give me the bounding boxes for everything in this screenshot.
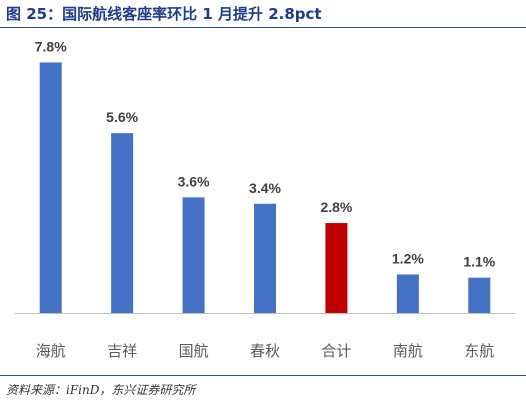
data-labels: 7.8% 5.6% 3.6% 3.4% 2.8% 1.2% 1.1% <box>35 38 496 269</box>
category-label-7: 东航 <box>464 342 494 360</box>
bar-7 <box>468 277 491 313</box>
bar-series <box>39 62 491 313</box>
data-label-6: 1.2% <box>392 250 424 266</box>
bar-3 <box>182 197 205 313</box>
data-label-2: 5.6% <box>106 109 138 125</box>
category-label-2: 吉祥 <box>107 342 137 360</box>
title-rule <box>0 27 526 28</box>
figure-title: 图 25：国际航线客座率环比 1 月提升 2.8pct <box>6 5 322 23</box>
category-label-5: 合计 <box>321 342 351 360</box>
category-labels: 海航 吉祥 国航 春秋 合计 南航 东航 <box>36 342 495 360</box>
bar-5 <box>325 223 348 313</box>
data-label-1: 7.8% <box>35 38 67 54</box>
bar-4 <box>254 203 276 313</box>
category-label-4: 春秋 <box>250 342 280 360</box>
data-label-4: 3.4% <box>249 180 281 196</box>
category-label-1: 海航 <box>36 342 66 360</box>
data-label-3: 3.6% <box>178 173 210 189</box>
source-rule <box>0 375 526 376</box>
bar-2 <box>111 133 134 313</box>
data-label-7: 1.1% <box>463 254 495 270</box>
category-label-6: 南航 <box>393 342 423 360</box>
bar-6 <box>396 274 419 313</box>
bar-1 <box>39 62 62 313</box>
category-label-3: 国航 <box>179 342 209 360</box>
data-label-5: 2.8% <box>320 199 352 215</box>
source-note: 资料来源：iFinD，东兴证券研究所 <box>6 383 196 397</box>
